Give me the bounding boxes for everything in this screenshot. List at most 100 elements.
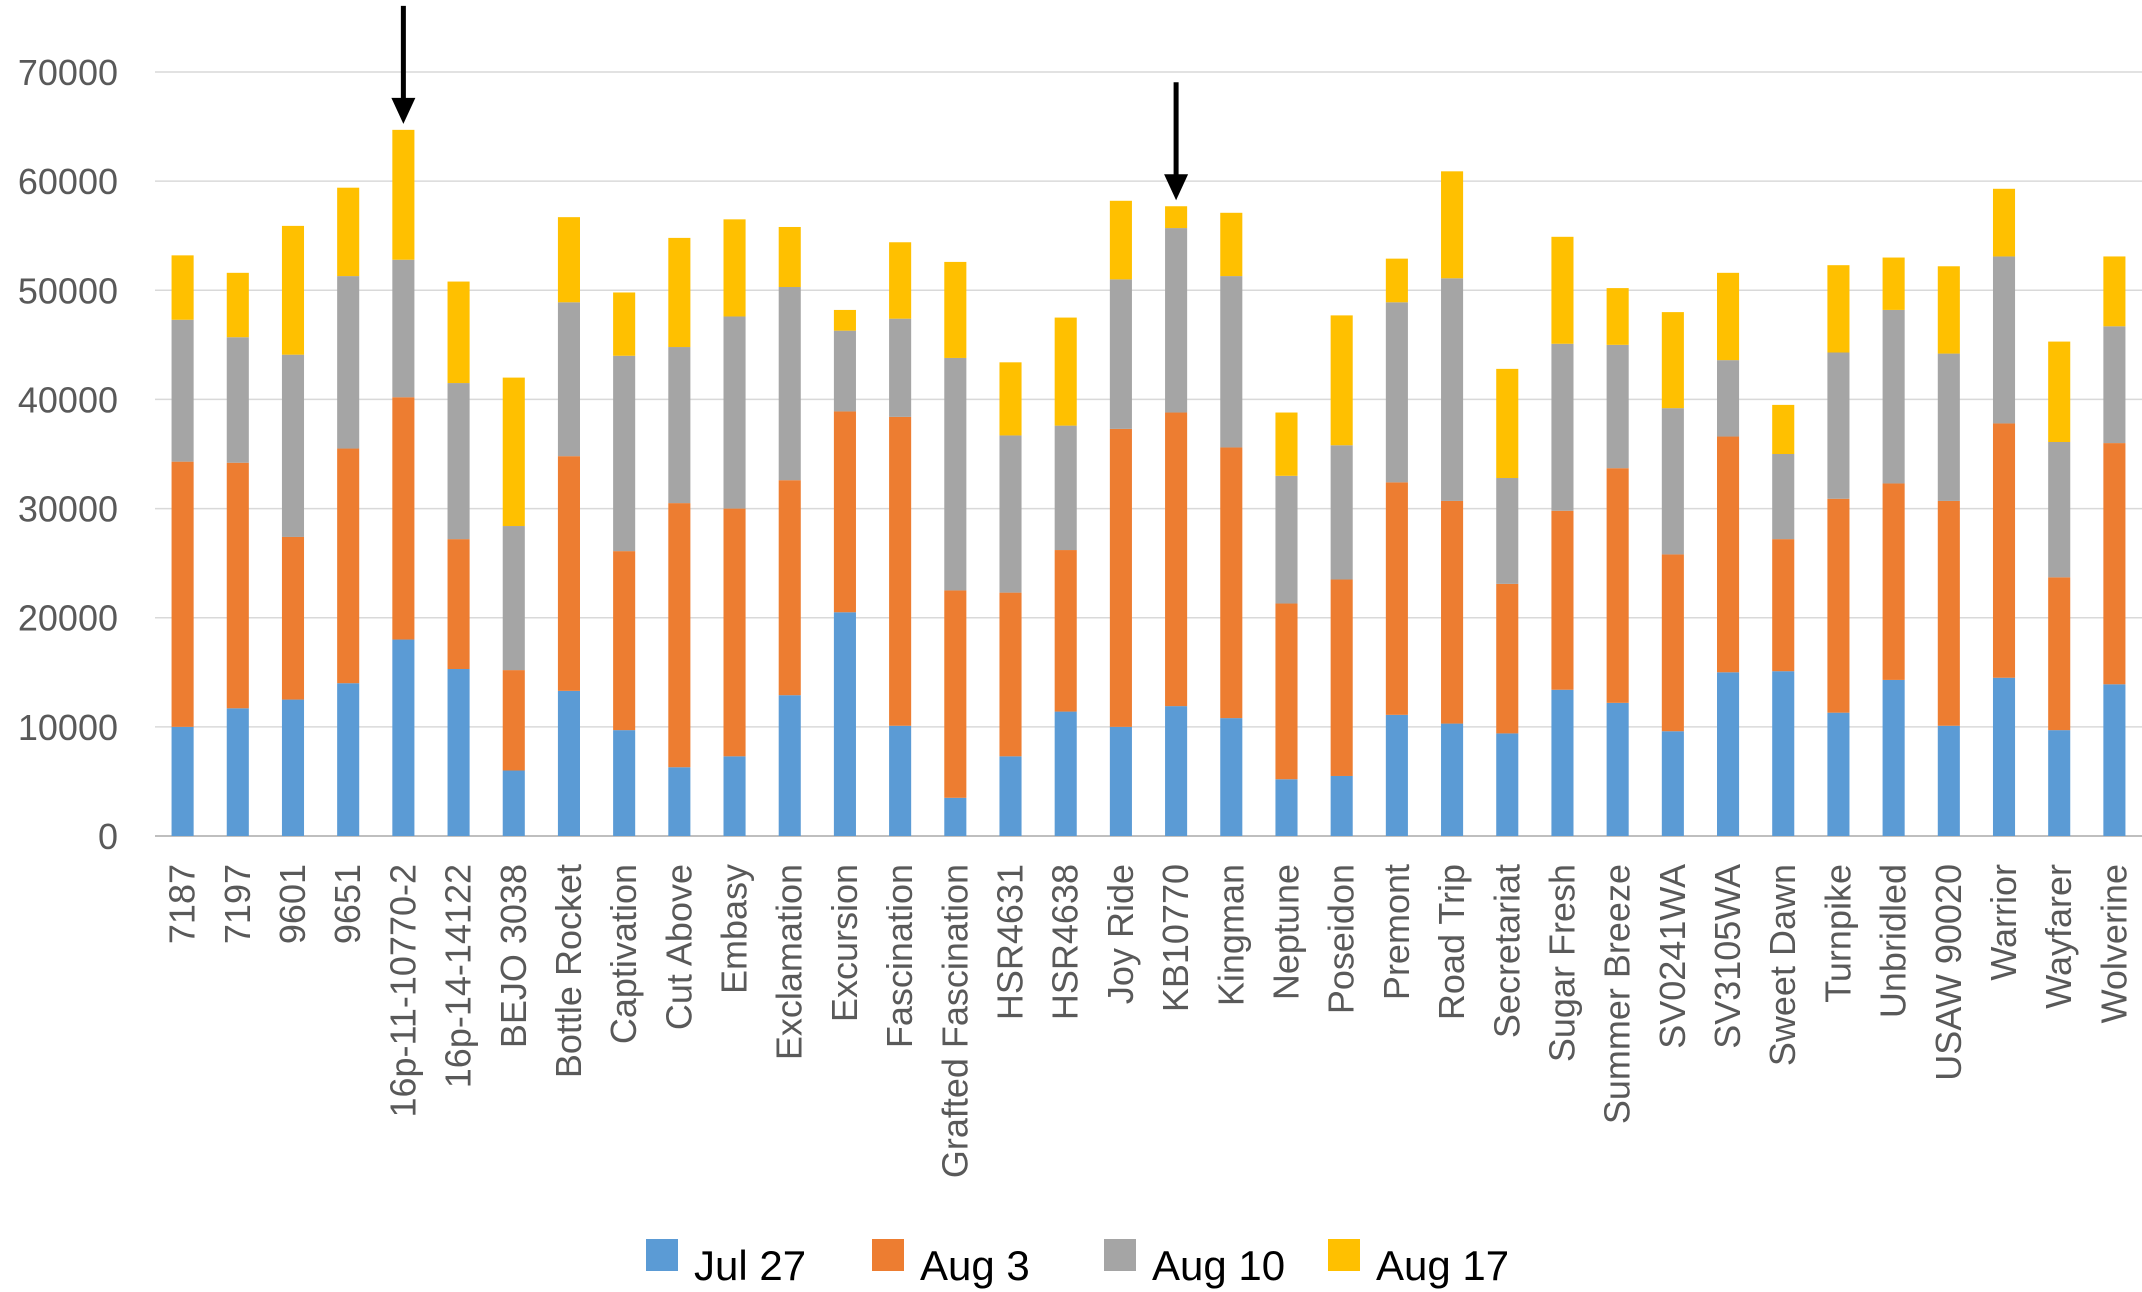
bar-stack xyxy=(171,255,194,836)
annotation-arrows xyxy=(391,5,1189,201)
bar-stack xyxy=(668,237,691,836)
bar-segment xyxy=(2048,341,2071,442)
x-tick-label: BEJO 3038 xyxy=(493,864,534,1048)
bar-segment xyxy=(778,695,801,836)
bar-segment xyxy=(447,669,470,836)
bar-segment xyxy=(1220,212,1243,277)
x-tick-label: Poseidon xyxy=(1321,864,1362,1014)
bar-segment xyxy=(668,503,691,768)
x-tick-label: Cut Above xyxy=(658,864,699,1030)
bar-segment xyxy=(1275,475,1298,604)
bar-segment xyxy=(392,129,415,260)
legend: Jul 27 Aug 3 Aug 10 Aug 17 xyxy=(646,1239,1509,1289)
bar-segment xyxy=(613,730,636,836)
bar-segment xyxy=(668,767,691,836)
bar-segment xyxy=(1109,279,1132,429)
bar-stack xyxy=(502,377,525,836)
x-tick-label: Turnpike xyxy=(1817,864,1858,1003)
x-tick-label: HSR4638 xyxy=(1045,864,1086,1020)
bar-segment xyxy=(889,725,912,836)
bar-segment xyxy=(1551,236,1574,344)
bar-segment xyxy=(1551,343,1574,511)
bar-segment xyxy=(1220,447,1243,719)
bar-segment xyxy=(1385,258,1408,303)
bar-segment xyxy=(833,330,856,412)
bar-segment xyxy=(171,319,194,462)
bar-segment xyxy=(557,456,580,691)
bar-segment xyxy=(1330,315,1353,446)
legend-swatch xyxy=(1104,1239,1136,1271)
x-tick-label: Secretariat xyxy=(1486,864,1527,1038)
x-tick-label: HSR4631 xyxy=(990,864,1031,1020)
legend-item: Aug 17 xyxy=(1328,1239,1509,1289)
bar-segment xyxy=(1937,500,1960,726)
legend-swatch xyxy=(1328,1239,1360,1271)
bar-segment xyxy=(1551,510,1574,690)
bar-stack xyxy=(1385,258,1408,836)
bar-segment xyxy=(1827,265,1850,353)
bar-stack xyxy=(392,129,415,836)
y-tick-label: 50000 xyxy=(18,270,118,311)
bar-segment xyxy=(613,292,636,356)
bar-stack xyxy=(1330,315,1353,836)
bar-segment xyxy=(944,261,967,358)
bar-segment xyxy=(1385,482,1408,715)
bar-segment xyxy=(226,337,249,463)
bar-stack xyxy=(281,225,305,836)
bar-segment xyxy=(1992,677,2016,836)
bar-segment xyxy=(281,225,305,355)
bar-segment xyxy=(1827,498,1850,713)
bar-segment xyxy=(833,309,856,331)
bar-segment xyxy=(447,281,470,384)
bar-segment xyxy=(557,302,580,457)
bar-segment xyxy=(1772,454,1795,540)
bar-segment xyxy=(2048,730,2071,836)
bar-segment xyxy=(723,316,746,509)
bar-segment xyxy=(1275,603,1298,780)
x-tick-label: 7187 xyxy=(162,864,203,944)
bar-segment xyxy=(889,242,912,319)
bar-segment xyxy=(1330,445,1353,580)
bar-segment xyxy=(1827,712,1850,836)
bar-segment xyxy=(1220,718,1243,836)
bar-segment xyxy=(1054,550,1077,712)
bar-segment xyxy=(2103,326,2126,444)
arrow-head xyxy=(1164,174,1189,201)
x-tick-label: Embasy xyxy=(714,864,755,994)
x-tick-label: 16p-14-14122 xyxy=(438,864,479,1088)
bar-stack xyxy=(1992,188,2016,836)
bar-segment xyxy=(1937,353,1960,501)
bar-segment xyxy=(1165,412,1188,707)
bar-segment xyxy=(226,708,249,836)
x-tick-label: SV3105WA xyxy=(1707,864,1748,1049)
bar-stack xyxy=(1717,272,1740,836)
bar-segment xyxy=(999,362,1022,436)
x-tick-label: SV0241WA xyxy=(1652,864,1693,1049)
bar-segment xyxy=(171,461,194,727)
bar-segment xyxy=(2103,256,2126,327)
x-tick-label: 7197 xyxy=(217,864,258,944)
bar-segment xyxy=(557,690,580,836)
bar-segment xyxy=(1606,468,1629,703)
bar-segment xyxy=(171,726,194,836)
bar-segment xyxy=(1054,425,1077,551)
bar-stack xyxy=(1772,404,1795,836)
bar-segment xyxy=(889,416,912,726)
bar-segment xyxy=(447,539,470,670)
bar-stack xyxy=(226,272,249,836)
gridlines xyxy=(155,71,2142,837)
bar-segment xyxy=(1606,344,1629,469)
bar-segment xyxy=(1109,726,1132,836)
bar-segment xyxy=(1496,368,1519,479)
bar-segment xyxy=(1717,436,1740,673)
bar-stack xyxy=(1275,412,1298,836)
x-tick-label: 9651 xyxy=(327,864,368,944)
bar-segment xyxy=(833,411,856,613)
x-tick-label: 16p-11-10770-2 xyxy=(382,864,423,1118)
bar-segment xyxy=(1606,702,1629,836)
bar-stack xyxy=(1054,317,1077,836)
legend-label: Aug 10 xyxy=(1152,1242,1285,1289)
bar-segment xyxy=(1937,266,1960,354)
bar-segment xyxy=(1992,188,2016,257)
